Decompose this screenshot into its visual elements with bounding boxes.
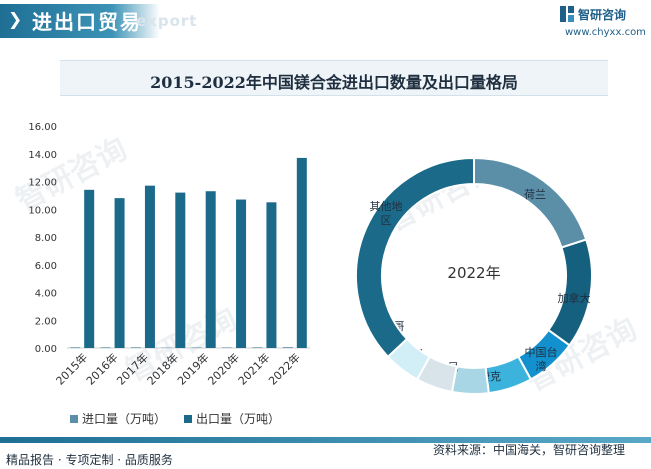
bar-import: [222, 347, 233, 348]
bar-export: [175, 192, 186, 348]
chart-title-box: 2015-2022年中国镁合金进出口数量及出口量格局: [60, 60, 608, 96]
header-bar: [0, 4, 160, 38]
y-tick-label: 4.00: [35, 289, 57, 300]
donut-chart: 荷兰加拿大中国台湾捷克罗马尼亚韩国墨西哥其他地区2022年: [355, 156, 593, 395]
chart-title: 2015-2022年中国镁合金进出口数量及出口量格局: [150, 73, 518, 92]
header: ❯ 进出口贸易 export 智研咨询 www.chyxx.com: [0, 0, 651, 44]
page-title: 进出口贸易: [32, 10, 142, 34]
bar-export: [84, 189, 95, 348]
x-tick-label: 2019年: [174, 350, 211, 387]
donut-label: 中国台: [525, 345, 558, 359]
brand-url: www.chyxx.com: [565, 27, 646, 38]
footer: 精品报告 · 专项定制 · 品质服务 资料来源：中国海关，智研咨询整理: [0, 437, 651, 469]
bar-legend: 进口量（万吨） 出口量（万吨）: [70, 410, 280, 427]
bar-import: [130, 347, 141, 348]
donut-label: 加拿大: [558, 291, 591, 305]
legend-swatch-import: [70, 414, 78, 423]
y-tick-label: 8.00: [35, 233, 57, 244]
y-tick-label: 16.00: [28, 122, 57, 133]
footer-source: 资料来源：中国海关，智研咨询整理: [433, 443, 626, 457]
legend-swatch-export: [184, 414, 193, 423]
footer-slogan: 精品报告 · 专项定制 · 品质服务: [6, 453, 173, 467]
y-tick-label: 12.00: [28, 178, 57, 189]
bar-import: [252, 347, 263, 348]
y-tick-label: 2.00: [35, 316, 57, 327]
donut-label: 区: [381, 214, 392, 227]
donut-label: 湾: [536, 359, 547, 373]
x-tick-label: 2022年: [265, 350, 302, 387]
chevron-right-icon: ❯: [8, 10, 23, 30]
bar-import: [70, 347, 81, 348]
bar-export: [266, 202, 277, 348]
x-tick-label: 2017年: [114, 350, 151, 387]
donut-slice: [473, 156, 588, 249]
y-tick-label: 10.00: [28, 205, 57, 216]
brand-name: 智研咨询: [578, 8, 627, 22]
bar-export: [296, 157, 307, 348]
bar-export: [144, 185, 155, 348]
bar-export: [205, 191, 216, 348]
brand-logo-icon: [560, 6, 574, 22]
header-watermark: export: [136, 12, 198, 30]
bar-export: [236, 199, 247, 348]
donut-label: 荷兰: [524, 188, 546, 201]
donut-slice: [355, 156, 475, 359]
legend-item-import: 进口量（万吨）: [70, 410, 166, 427]
footer-line: [0, 437, 651, 443]
donut-label: 其他地: [370, 200, 403, 213]
legend-label-export: 出口量（万吨）: [196, 412, 281, 426]
bar-import: [191, 347, 202, 348]
x-tick-label: 2021年: [235, 350, 272, 387]
legend-label-import: 进口量（万吨）: [82, 412, 167, 426]
donut-center-label: 2022年: [447, 264, 500, 282]
x-tick-label: 2018年: [144, 350, 181, 387]
x-tick-label: 2020年: [205, 350, 242, 387]
x-tick-label: 2016年: [83, 350, 120, 387]
y-tick-label: 6.00: [35, 261, 57, 272]
y-tick-label: 14.00: [28, 150, 57, 161]
legend-item-export: 出口量（万吨）: [184, 410, 280, 427]
bar-chart: 0.00 2.00 4.00 6.00 8.00 10.00 12.00 14.00 16.00…: [28, 122, 310, 388]
bar-export: [114, 198, 125, 348]
y-tick-label: 0.00: [35, 344, 57, 355]
x-tick-label: 2015年: [53, 350, 90, 387]
bar-import: [282, 347, 293, 348]
bar-import: [100, 347, 111, 348]
